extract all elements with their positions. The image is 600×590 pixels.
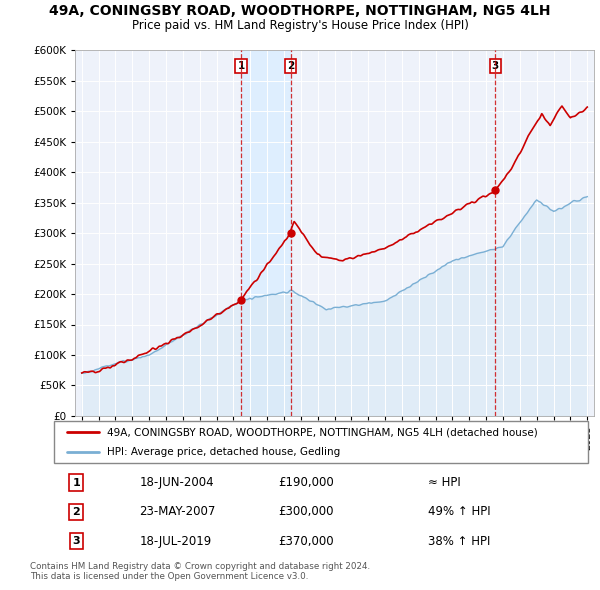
Text: 23-MAY-2007: 23-MAY-2007 — [139, 505, 216, 519]
Text: 2: 2 — [73, 507, 80, 517]
Text: Contains HM Land Registry data © Crown copyright and database right 2024.
This d: Contains HM Land Registry data © Crown c… — [30, 562, 370, 581]
Text: £370,000: £370,000 — [278, 535, 334, 548]
Text: 3: 3 — [491, 61, 499, 71]
Text: 38% ↑ HPI: 38% ↑ HPI — [428, 535, 490, 548]
Text: £300,000: £300,000 — [278, 505, 334, 519]
Text: 49A, CONINGSBY ROAD, WOODTHORPE, NOTTINGHAM, NG5 4LH: 49A, CONINGSBY ROAD, WOODTHORPE, NOTTING… — [49, 4, 551, 18]
Text: 49% ↑ HPI: 49% ↑ HPI — [428, 505, 490, 519]
Text: 49A, CONINGSBY ROAD, WOODTHORPE, NOTTINGHAM, NG5 4LH (detached house): 49A, CONINGSBY ROAD, WOODTHORPE, NOTTING… — [107, 427, 538, 437]
Text: 1: 1 — [73, 477, 80, 487]
Text: ≈ HPI: ≈ HPI — [428, 476, 461, 489]
Text: HPI: Average price, detached house, Gedling: HPI: Average price, detached house, Gedl… — [107, 447, 341, 457]
FancyBboxPatch shape — [54, 421, 588, 463]
Text: 18-JUN-2004: 18-JUN-2004 — [139, 476, 214, 489]
Text: 18-JUL-2019: 18-JUL-2019 — [139, 535, 212, 548]
Text: 2: 2 — [287, 61, 294, 71]
Text: £190,000: £190,000 — [278, 476, 334, 489]
Text: 1: 1 — [238, 61, 245, 71]
Text: Price paid vs. HM Land Registry's House Price Index (HPI): Price paid vs. HM Land Registry's House … — [131, 19, 469, 32]
Text: 3: 3 — [73, 536, 80, 546]
Bar — [241, 50, 290, 416]
